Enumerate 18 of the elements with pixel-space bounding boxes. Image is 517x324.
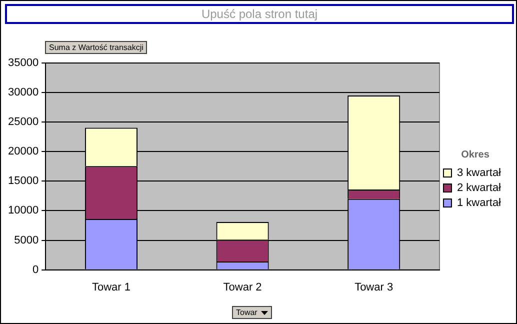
legend-label: 2 kwartał <box>456 182 502 194</box>
chart-title: Upuść pola stron tutaj <box>5 4 514 24</box>
y-axis-title: Suma z Wartość transakcji <box>45 41 148 54</box>
y-tick-label: 20000 <box>8 146 39 158</box>
x-axis-title: Towar <box>236 308 258 317</box>
legend-label: 3 kwartał <box>456 167 502 180</box>
y-tick-label: 25000 <box>8 116 39 128</box>
y-tick-label: 35000 <box>8 57 39 70</box>
y-tick-label: 30000 <box>8 86 39 99</box>
x-tick-label: Towar 3 <box>354 281 394 294</box>
y-tick-label: 5000 <box>14 234 39 246</box>
x-tick-label: Towar 1 <box>92 281 131 294</box>
x-tick-label: Towar 2 <box>223 281 262 294</box>
y-tick-label: 0 <box>32 264 39 276</box>
y-tick-label: 15000 <box>8 175 39 188</box>
legend-title: Okres <box>461 149 490 160</box>
y-tick-label: 10000 <box>8 204 39 217</box>
legend-label: 1 kwartał <box>456 197 502 210</box>
